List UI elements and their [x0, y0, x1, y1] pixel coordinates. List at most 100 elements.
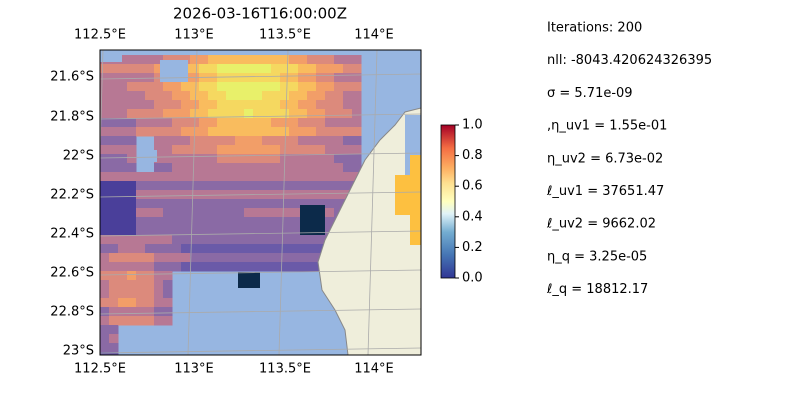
heat-cell: [262, 181, 272, 191]
heat-cell: [118, 73, 128, 83]
heat-cell: [316, 190, 326, 200]
heat-cell: [307, 136, 317, 146]
heat-cell: [127, 145, 137, 155]
heat-cell: [217, 163, 227, 173]
heat-cell: [163, 55, 173, 65]
heat-cell: [334, 145, 344, 155]
heat-cell: [253, 100, 263, 110]
heat-cell: [352, 154, 362, 164]
heat-cell: [154, 181, 164, 191]
lon-label-top: 112.5°E: [74, 28, 126, 43]
heat-cell: [109, 298, 119, 308]
parallel: [100, 113, 421, 120]
heat-cell: [127, 298, 137, 308]
heat-cell: [100, 82, 110, 92]
heat-cell: [208, 190, 218, 200]
heat-cell: [217, 55, 227, 65]
heat-cell: [109, 199, 119, 209]
heat-cell: [172, 199, 182, 209]
heat-cell: [280, 262, 290, 272]
heat-cell: [199, 145, 209, 155]
heat-cell: [127, 190, 137, 200]
heat-cell: [100, 190, 110, 200]
heat-cell: [145, 253, 155, 263]
heat-cell: [109, 280, 119, 290]
heat-cell: [271, 217, 281, 227]
heat-cell: [316, 55, 326, 65]
heat-cell: [145, 190, 155, 200]
heat-cell: [280, 73, 290, 83]
heat-cell: [172, 262, 182, 272]
heat-cell: [208, 244, 218, 254]
heat-cell: [253, 64, 263, 74]
heat-cell: [289, 136, 299, 146]
heat-cell: [100, 307, 110, 317]
heat-cell: [118, 181, 128, 191]
heat-cell: [226, 64, 236, 74]
heat-cell: [145, 244, 155, 254]
heat-cell: [325, 91, 335, 101]
heat-cell: [343, 163, 353, 173]
heat-cell: [298, 181, 308, 191]
heat-cell: [127, 253, 137, 263]
heat-cell: [262, 208, 272, 218]
heat-cell: [262, 226, 272, 236]
heat-cell: [136, 118, 146, 128]
heat-cell: [127, 163, 137, 173]
heat-cell: [163, 163, 173, 173]
heat-cell: [145, 316, 155, 326]
heat-cell: [325, 136, 335, 146]
heat-patch: [145, 150, 157, 162]
heat-cell: [271, 181, 281, 191]
heat-cell: [109, 190, 119, 200]
heat-cell: [316, 181, 326, 191]
heat-cell: [352, 109, 362, 119]
heat-cell: [172, 145, 182, 155]
heat-cell: [325, 145, 335, 155]
heat-cell: [271, 145, 281, 155]
heat-cell: [154, 100, 164, 110]
heat-cell: [109, 244, 119, 254]
heat-cell: [136, 280, 146, 290]
heat-cell: [208, 55, 218, 65]
heat-cell: [280, 253, 290, 263]
heat-cell: [199, 55, 209, 65]
heat-cell: [307, 181, 317, 191]
heat-cell: [109, 82, 119, 92]
heat-cell: [145, 208, 155, 218]
heat-cell: [181, 163, 191, 173]
heat-cell: [262, 235, 272, 245]
heat-cell: [280, 235, 290, 245]
heat-cell: [226, 181, 236, 191]
heat-cell: [136, 82, 146, 92]
heat-cell: [289, 73, 299, 83]
heat-cell: [127, 64, 137, 74]
heat-cell: [100, 181, 110, 191]
heat-cell: [298, 127, 308, 137]
heat-cell: [271, 208, 281, 218]
info-line: ℓ_uv1 = 37651.47: [546, 184, 664, 199]
heat-cell: [163, 91, 173, 101]
heat-cell: [352, 64, 362, 74]
info-line: Iterations: 200: [547, 21, 642, 36]
heat-cell: [181, 118, 191, 128]
heat-cell: [127, 172, 137, 182]
heat-cell: [172, 181, 182, 191]
heat-cell: [100, 325, 110, 335]
heat-cell: [118, 280, 128, 290]
heat-cell: [271, 118, 281, 128]
heat-patch: [238, 272, 260, 288]
heat-cell: [109, 316, 119, 326]
heat-cell: [289, 55, 299, 65]
heat-cell: [217, 64, 227, 74]
heat-cell: [244, 82, 254, 92]
heat-cell: [145, 73, 155, 83]
heat-cell: [226, 55, 236, 65]
heat-cell: [307, 262, 317, 272]
heat-cell: [154, 145, 164, 155]
heat-cell: [298, 73, 308, 83]
heat-cell: [226, 100, 236, 110]
heat-cell: [307, 100, 317, 110]
lat-label: 22.8°S: [50, 305, 94, 320]
heat-cell: [235, 244, 245, 254]
